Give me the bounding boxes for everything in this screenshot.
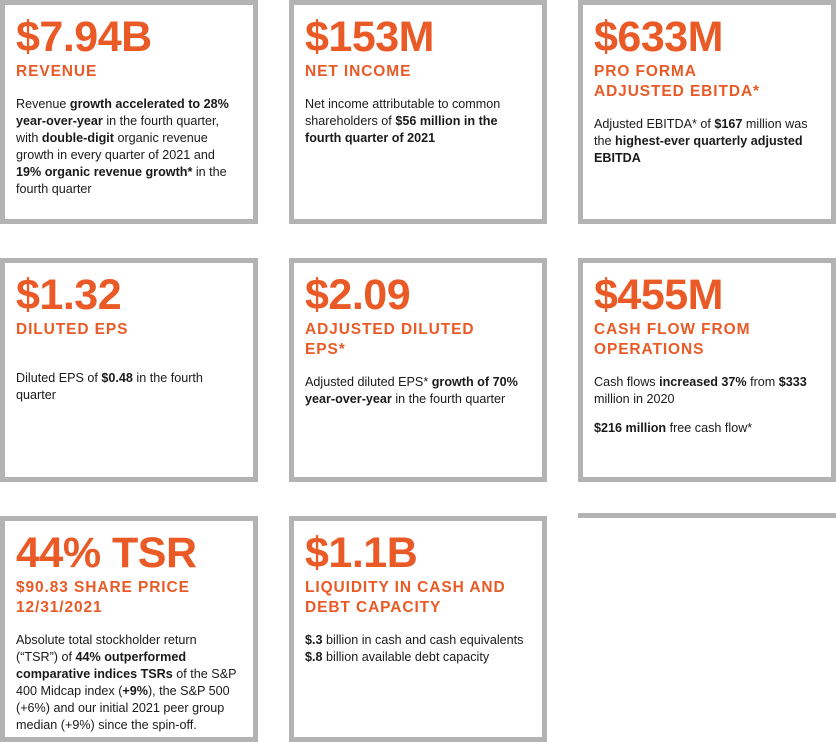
section-divider — [578, 513, 836, 518]
card-value: $2.09 — [305, 271, 411, 319]
card-value: $1.32 — [16, 271, 122, 319]
card-label: DILUTED EPS — [16, 321, 129, 338]
card-description: Absolute total stockholder return (“TSR”… — [16, 633, 237, 732]
card-label: LIQUIDITY IN CASH AND DEBT CAPACITY — [305, 579, 506, 616]
card-value: $7.94B — [16, 13, 152, 61]
card-value: $1.1B — [305, 529, 418, 577]
net-income-card: $153M NET INCOME Net income attributable… — [289, 0, 547, 224]
card-description-secondary: $216 million free cash flow* — [594, 421, 753, 435]
card-value: $455M — [594, 271, 723, 319]
card-value: $633M — [594, 13, 723, 61]
card-label: $90.83 SHARE PRICE 12/31/2021 — [16, 579, 190, 616]
adjusted-eps-card: $2.09 ADJUSTED DILUTED EPS* Adjusted dilu… — [289, 258, 547, 482]
card-description: $.3 billion in cash and cash equivalents… — [305, 633, 524, 664]
card-label: NET INCOME — [305, 63, 412, 80]
card-label: REVENUE — [16, 63, 98, 80]
card-description: Adjusted diluted EPS* growth of 70% year… — [305, 375, 518, 406]
diluted-eps-card: $1.32 DILUTED EPS Diluted EPS of $0.48 i… — [0, 258, 258, 482]
revenue-card: $7.94B REVENUE Revenue growth accelerate… — [0, 0, 258, 224]
card-description: Cash flows increased 37% from $333 milli… — [594, 375, 807, 406]
ebitda-card: $633M PRO FORMA ADJUSTED EBITDA* Adjusted… — [578, 0, 836, 224]
card-label: CASH FLOW FROM OPERATIONS — [594, 321, 751, 358]
cash-flow-card: $455M CASH FLOW FROM OPERATIONS Cash flow… — [578, 258, 836, 482]
card-description: Diluted EPS of $0.48 in the fourth quart… — [16, 371, 203, 402]
card-label: PRO FORMA ADJUSTED EBITDA* — [594, 63, 760, 100]
tsr-card: 44% TSR $90.83 SHARE PRICE 12/31/2021 Abs… — [0, 516, 258, 742]
liquidity-card: $1.1B LIQUIDITY IN CASH AND DEBT CAPACITY… — [289, 516, 547, 742]
card-description: Adjusted EBITDA* of $167 million was the… — [594, 117, 808, 165]
card-value: 44% TSR — [16, 529, 197, 577]
card-description: Revenue growth accelerated to 28% year-o… — [16, 97, 229, 196]
card-description: Net income attributable to common shareh… — [305, 97, 501, 145]
card-value: $153M — [305, 13, 434, 61]
card-label: ADJUSTED DILUTED EPS* — [305, 321, 475, 358]
